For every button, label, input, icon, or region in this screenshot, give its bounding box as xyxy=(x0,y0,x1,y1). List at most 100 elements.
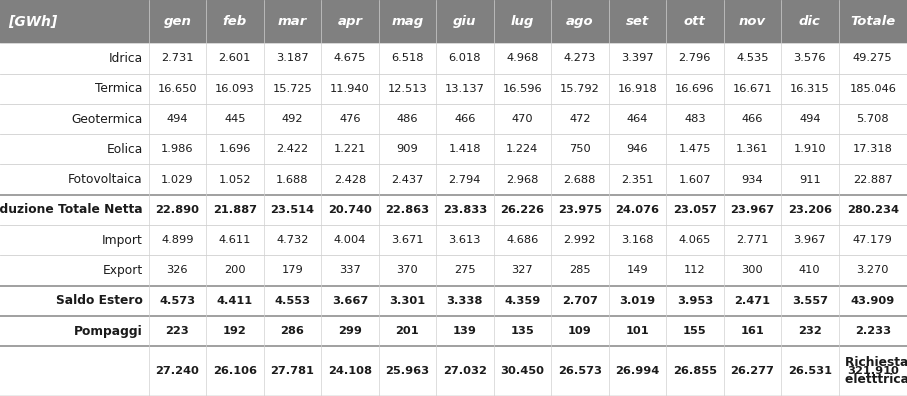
Bar xyxy=(0,316,907,346)
Text: 4.573: 4.573 xyxy=(160,296,195,306)
Text: 4.065: 4.065 xyxy=(678,235,711,245)
Text: 299: 299 xyxy=(338,326,362,336)
Text: 2.771: 2.771 xyxy=(736,235,768,245)
Text: 3.168: 3.168 xyxy=(621,235,654,245)
Text: 26.855: 26.855 xyxy=(673,366,717,376)
Bar xyxy=(0,255,907,286)
Text: 201: 201 xyxy=(395,326,419,336)
Text: Totale: Totale xyxy=(850,15,895,28)
Text: 300: 300 xyxy=(741,265,763,276)
Text: 185.046: 185.046 xyxy=(849,84,896,94)
Text: Produzione Totale Netta: Produzione Totale Netta xyxy=(0,204,142,216)
Text: 4.411: 4.411 xyxy=(217,296,253,306)
Text: 750: 750 xyxy=(569,144,590,154)
Text: lug: lug xyxy=(511,15,534,28)
Bar xyxy=(0,134,907,164)
Text: 30.450: 30.450 xyxy=(501,366,544,376)
Text: 1.052: 1.052 xyxy=(219,175,251,185)
Text: 26.277: 26.277 xyxy=(730,366,775,376)
Text: 2.422: 2.422 xyxy=(277,144,308,154)
Text: 280.234: 280.234 xyxy=(847,205,899,215)
Text: 5.708: 5.708 xyxy=(856,114,889,124)
Text: 4.899: 4.899 xyxy=(161,235,193,245)
Text: 326: 326 xyxy=(167,265,188,276)
Text: 494: 494 xyxy=(167,114,188,124)
Text: 2.968: 2.968 xyxy=(506,175,539,185)
Text: 27.781: 27.781 xyxy=(270,366,315,376)
Bar xyxy=(0,286,907,316)
Text: 2.992: 2.992 xyxy=(563,235,596,245)
Text: Termica: Termica xyxy=(95,82,142,95)
Bar xyxy=(0,164,907,195)
Text: 192: 192 xyxy=(223,326,247,336)
Text: 470: 470 xyxy=(512,114,533,124)
Text: Pompaggi: Pompaggi xyxy=(73,325,142,337)
Text: 1.910: 1.910 xyxy=(794,144,826,154)
Text: Richiesta di Energia
eletttrica (1): Richiesta di Energia eletttrica (1) xyxy=(844,356,907,386)
Text: 22.863: 22.863 xyxy=(385,205,429,215)
Text: set: set xyxy=(626,15,649,28)
Text: mag: mag xyxy=(391,15,424,28)
Text: 22.887: 22.887 xyxy=(853,175,892,185)
Text: 23.975: 23.975 xyxy=(558,205,602,215)
Text: [GWh]: [GWh] xyxy=(8,15,57,29)
Text: 492: 492 xyxy=(281,114,303,124)
Text: 3.671: 3.671 xyxy=(391,235,424,245)
Text: 2.601: 2.601 xyxy=(219,53,251,63)
Text: 934: 934 xyxy=(742,175,763,185)
Text: 4.535: 4.535 xyxy=(736,53,768,63)
Text: Import: Import xyxy=(102,234,142,247)
Text: 2.794: 2.794 xyxy=(449,175,481,185)
Text: 1.221: 1.221 xyxy=(334,144,366,154)
Text: 4.359: 4.359 xyxy=(504,296,541,306)
Text: 909: 909 xyxy=(396,144,418,154)
Text: 321.910: 321.910 xyxy=(847,366,899,376)
Text: 23.833: 23.833 xyxy=(443,205,487,215)
Text: 3.576: 3.576 xyxy=(794,53,826,63)
Text: 946: 946 xyxy=(627,144,649,154)
Text: 3.301: 3.301 xyxy=(389,296,425,306)
Text: 232: 232 xyxy=(798,326,822,336)
Text: 23.206: 23.206 xyxy=(788,205,832,215)
Text: 26.994: 26.994 xyxy=(615,366,659,376)
Text: giu: giu xyxy=(454,15,476,28)
Bar xyxy=(0,225,907,255)
Text: Fotovoltaica: Fotovoltaica xyxy=(68,173,142,186)
Text: 16.696: 16.696 xyxy=(675,84,715,94)
Text: 112: 112 xyxy=(684,265,706,276)
Text: 1.361: 1.361 xyxy=(736,144,768,154)
Text: 285: 285 xyxy=(569,265,590,276)
Text: 16.596: 16.596 xyxy=(502,84,542,94)
Text: 24.076: 24.076 xyxy=(615,205,659,215)
Text: 275: 275 xyxy=(454,265,475,276)
Text: 47.179: 47.179 xyxy=(853,235,892,245)
Text: 6.018: 6.018 xyxy=(449,53,481,63)
Text: 1.418: 1.418 xyxy=(449,144,481,154)
Text: 337: 337 xyxy=(339,265,361,276)
Text: 445: 445 xyxy=(224,114,246,124)
Text: 43.909: 43.909 xyxy=(851,296,895,306)
Text: 3.667: 3.667 xyxy=(332,296,368,306)
Text: apr: apr xyxy=(337,15,363,28)
Text: 3.613: 3.613 xyxy=(449,235,481,245)
Text: 16.671: 16.671 xyxy=(733,84,772,94)
Text: 1.688: 1.688 xyxy=(276,175,308,185)
Text: 4.732: 4.732 xyxy=(276,235,308,245)
Text: Idrica: Idrica xyxy=(109,52,142,65)
Text: 911: 911 xyxy=(799,175,821,185)
Text: 49.275: 49.275 xyxy=(853,53,892,63)
Text: 179: 179 xyxy=(281,265,303,276)
Text: 23.057: 23.057 xyxy=(673,205,717,215)
Text: 327: 327 xyxy=(512,265,533,276)
Text: 1.029: 1.029 xyxy=(161,175,193,185)
Text: ott: ott xyxy=(684,15,706,28)
Text: 466: 466 xyxy=(742,114,763,124)
Bar xyxy=(0,195,907,225)
Text: 2.351: 2.351 xyxy=(621,175,654,185)
Text: 4.675: 4.675 xyxy=(334,53,366,63)
Text: Saldo Estero: Saldo Estero xyxy=(55,294,142,307)
Text: 200: 200 xyxy=(224,265,246,276)
Text: 1.475: 1.475 xyxy=(678,144,711,154)
Text: 3.187: 3.187 xyxy=(276,53,308,63)
Text: 15.792: 15.792 xyxy=(560,84,600,94)
